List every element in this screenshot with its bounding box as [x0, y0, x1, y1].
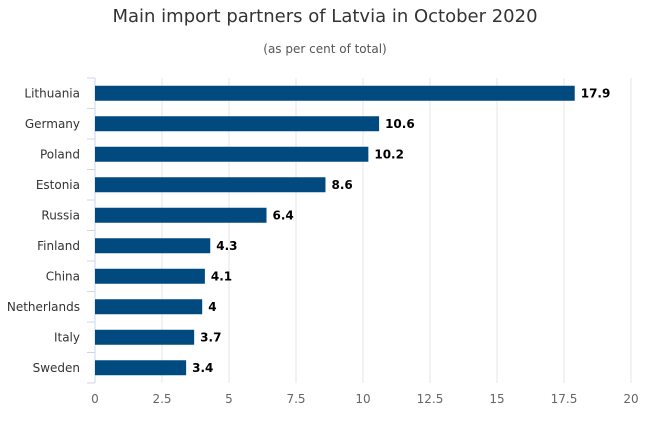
data-label: 3.4 [192, 361, 213, 375]
bar [95, 238, 211, 254]
category-label: Poland [40, 147, 80, 161]
category-label: Germany [25, 117, 80, 131]
data-label: 10.6 [385, 117, 415, 131]
category-label: Estonia [36, 178, 80, 192]
chart-title: Main import partners of Latvia in Octobe… [112, 6, 538, 27]
bar [95, 146, 369, 162]
bar [95, 299, 203, 315]
bar [95, 85, 575, 101]
x-tick-label: 0 [91, 392, 99, 406]
category-label: China [46, 269, 80, 283]
x-tick-label: 12.5 [417, 392, 444, 406]
category-label: Finland [37, 239, 80, 253]
bar [95, 207, 267, 223]
bar [95, 360, 187, 376]
x-tick-label: 20 [623, 392, 638, 406]
category-label: Netherlands [7, 300, 80, 314]
category-label: Italy [54, 330, 80, 344]
bars [95, 85, 575, 376]
data-label: 6.4 [273, 208, 294, 222]
x-tick-label: 7.5 [286, 392, 305, 406]
data-label: 10.2 [374, 147, 404, 161]
bar [95, 268, 205, 284]
category-label: Russia [41, 208, 80, 222]
chart-subtitle: (as per cent of total) [263, 42, 387, 56]
x-tick-label: 17.5 [551, 392, 578, 406]
x-tick-label: 2.5 [152, 392, 171, 406]
data-label: 4 [208, 300, 216, 314]
data-label: 8.6 [331, 178, 352, 192]
category-label: Lithuania [24, 86, 80, 100]
bar [95, 329, 195, 345]
bar [95, 116, 380, 132]
x-tick-label: 5 [225, 392, 233, 406]
category-label: Sweden [33, 361, 80, 375]
x-tick-label: 15 [489, 392, 504, 406]
x-tick-label: 10 [355, 392, 370, 406]
data-label: 4.1 [211, 269, 232, 283]
data-label: 4.3 [216, 239, 237, 253]
data-label: 17.9 [581, 86, 611, 100]
labels: 0 2.5 5 7.5 10 12.5 15 17.5 20 Lithuania 17.9 Germa… [7, 86, 639, 406]
bar [95, 177, 326, 193]
data-label: 3.7 [200, 330, 221, 344]
